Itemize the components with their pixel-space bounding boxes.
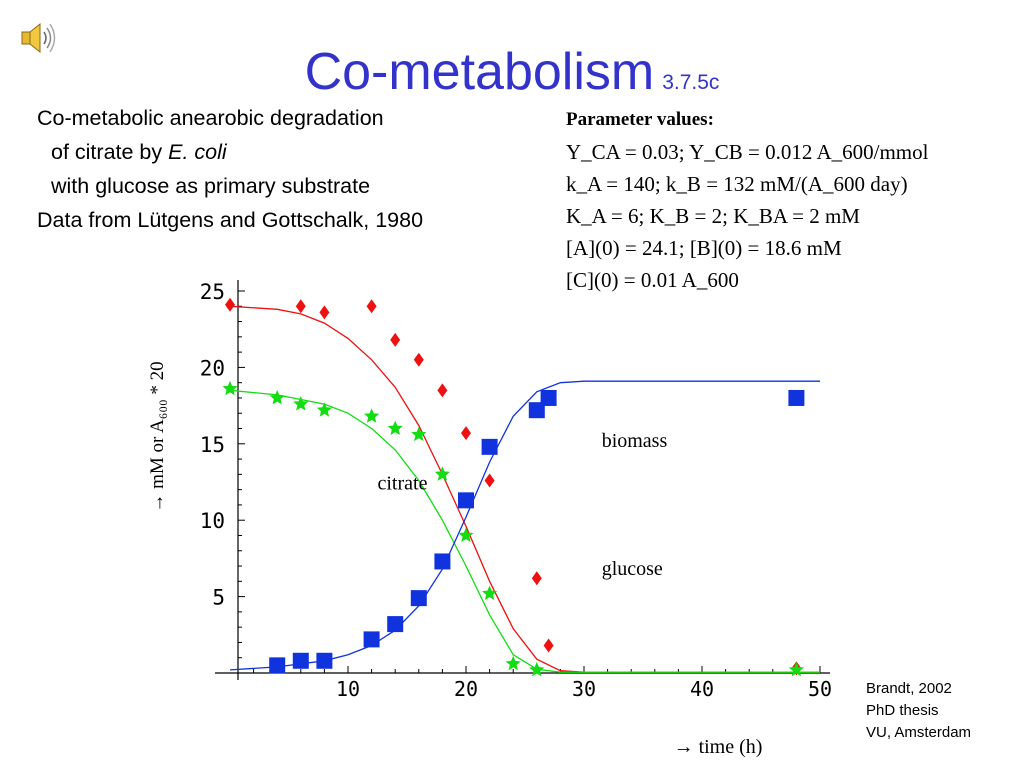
parameter-line-4: [A](0) = 24.1; [B](0) = 18.6 mM (566, 236, 842, 260)
x-tick-label: 30 (572, 677, 596, 701)
section-number: 3.7.5c (662, 71, 720, 94)
slide-title: Co-metabolism 3.7.5c (0, 40, 1024, 115)
citrate-point (295, 299, 306, 314)
x-tick-label: 10 (336, 677, 360, 701)
biomass-point (387, 616, 404, 633)
y-tick-label: 20 (200, 356, 225, 380)
x-tick-label: 20 (454, 677, 478, 701)
biomass-point (410, 590, 427, 607)
title-text: Co-metabolism (304, 43, 655, 101)
citrate-fit-curve (229, 305, 820, 673)
glucose-point (482, 585, 498, 600)
biomass-point (434, 553, 451, 570)
biomass-point (481, 438, 498, 455)
parameter-line-1: Y_CA = 0.03; Y_CB = 0.012 A_600/mmol (566, 140, 929, 164)
biomass-point (269, 657, 286, 674)
citrate-point (413, 352, 424, 367)
citrate-point (461, 426, 471, 441)
glucose-point (387, 420, 403, 435)
biomass-point (292, 652, 309, 669)
citrate-point (531, 571, 542, 586)
fit-curves (229, 305, 820, 673)
glucose-point (788, 661, 804, 677)
biomass-point (528, 402, 545, 419)
description-line-2: of citrate by E. coli (37, 135, 423, 169)
x-tick-label: 50 (808, 677, 832, 701)
glucose-point (364, 408, 380, 423)
biomass-label: biomass (602, 430, 668, 452)
citrate-point (225, 297, 235, 312)
credit-line-2: PhD thesis (866, 702, 939, 719)
citrate-point (484, 473, 495, 488)
biomass-fit-curve (229, 380, 820, 671)
description: Co-metabolic anearobic degradation of ci… (37, 101, 423, 237)
glucose-point (316, 402, 332, 417)
description-line-1: Co-metabolic anearobic degradation (37, 106, 384, 130)
credit-line-1: Brandt, 2002 (866, 680, 952, 697)
organism-name: E. coli (168, 140, 227, 164)
y-tick-label: 5 (212, 586, 225, 610)
x-tick-label: 40 (690, 677, 714, 701)
glucose-point (411, 426, 427, 442)
speaker-icon[interactable] (18, 20, 58, 56)
y-axis-label: → mM or A₆₀₀ * 20 (147, 361, 168, 512)
parameter-line-2: k_A = 140; k_B = 132 mM/(A_600 day) (566, 172, 908, 196)
glucose-point (222, 380, 238, 396)
biomass-point (788, 389, 805, 406)
citrate-point (437, 383, 448, 398)
citrate-point (543, 638, 554, 653)
credit: Brandt, 2002 PhD thesis VU, Amsterdam (866, 678, 971, 744)
parameter-values: Parameter values: Y_CA = 0.03; Y_CB = 0.… (566, 104, 928, 296)
credit-line-3: VU, Amsterdam (866, 724, 972, 741)
chart-axes: 10 20 30 40 50 5 10 15 20 25 (200, 280, 832, 701)
glucose-point (293, 396, 309, 411)
citrate-point (319, 305, 330, 320)
y-tick-label: 25 (200, 280, 225, 304)
citrate-point (390, 332, 401, 347)
biomass-point (458, 492, 474, 509)
chart-labels: → time (h) → mM or A₆₀₀ * 20 biomass citrat… (147, 361, 762, 758)
glucose-fit-curve (229, 389, 820, 673)
parameter-line-3: K_A = 6; K_B = 2; K_BA = 2 mM (566, 204, 860, 228)
y-tick-label: 15 (200, 433, 225, 457)
biomass-point (316, 652, 333, 669)
parameter-line-5: [C](0) = 0.01 A_600 (566, 268, 739, 292)
x-axis-label: → time (h) (674, 736, 763, 758)
glucose-point (434, 466, 450, 481)
glucose-point (529, 661, 545, 677)
glucose-label: glucose (602, 558, 663, 580)
glucose-point (269, 390, 285, 405)
biomass-point (540, 389, 557, 406)
description-line-3: with glucose as primary substrate (51, 174, 371, 198)
y-tick-label: 10 (200, 509, 225, 533)
data-points (222, 297, 805, 677)
parameter-heading: Parameter values: (566, 109, 714, 130)
biomass-point (363, 631, 380, 648)
description-line-4: Data from Lütgens and Gottschalk, 1980 (37, 208, 424, 232)
description-line-2-prefix: of citrate by (51, 140, 169, 164)
citrate-point (366, 299, 377, 314)
citrate-label: citrate (378, 473, 428, 495)
glucose-point (458, 527, 474, 542)
glucose-point (505, 655, 521, 671)
